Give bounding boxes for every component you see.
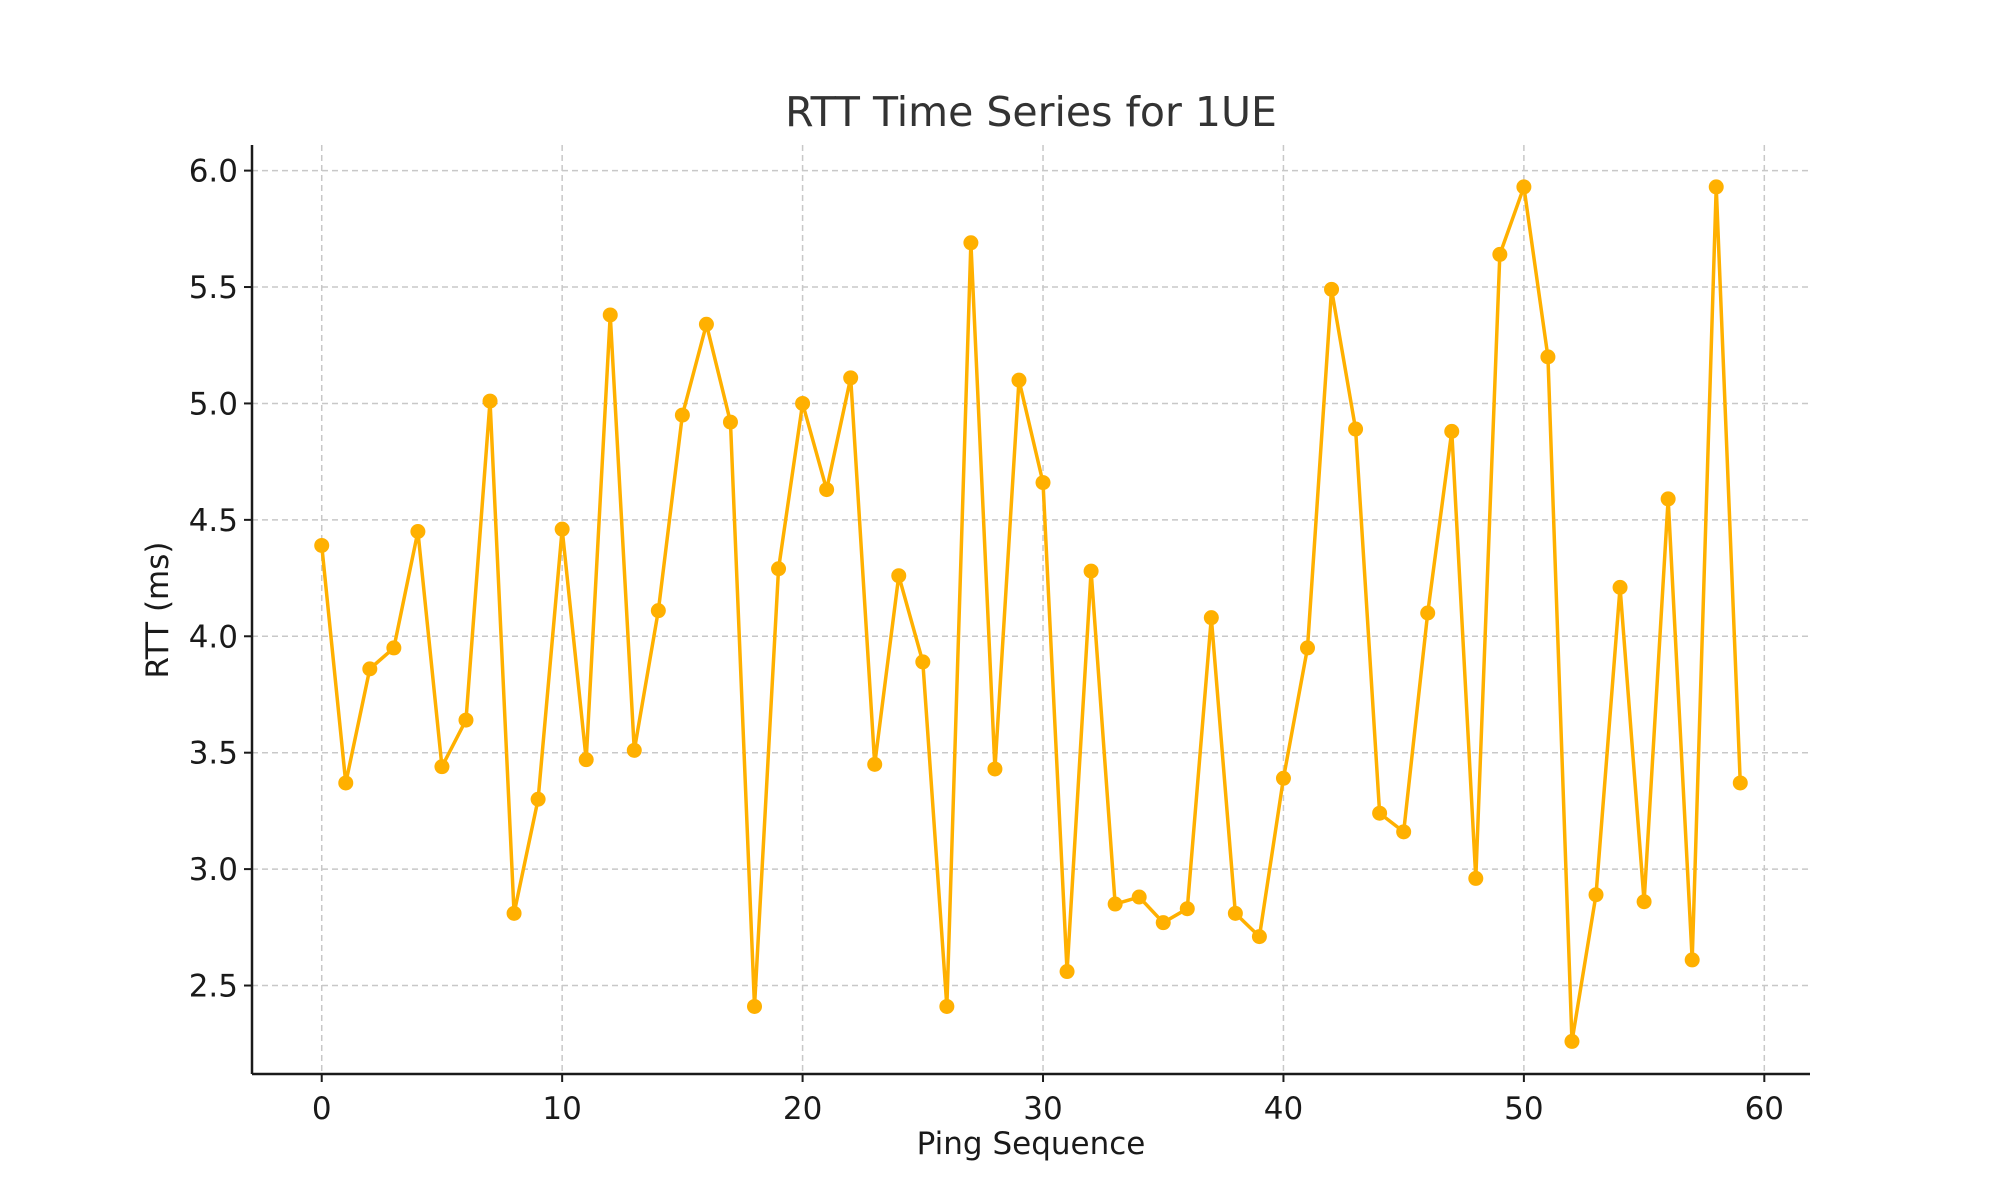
data-point-8 [506,905,522,921]
data-point-44 [1372,805,1388,821]
series-group [314,179,1748,1049]
data-point-39 [1251,929,1267,945]
x-tick-label-0: 0 [312,1091,332,1127]
data-point-23 [867,756,883,772]
data-point-46 [1420,605,1436,621]
y-tick-label-1: 3.0 [189,852,238,888]
data-point-3 [386,640,402,656]
data-point-19 [771,561,787,577]
x-tick-label-3: 30 [1023,1091,1062,1127]
data-point-14 [650,603,666,619]
data-point-13 [626,742,642,758]
data-point-11 [578,752,594,768]
data-point-28 [987,761,1003,777]
data-point-27 [963,235,979,251]
data-point-2 [362,661,378,677]
data-point-1 [338,775,354,791]
data-point-24 [891,568,907,584]
data-point-37 [1203,610,1219,626]
y-tick-label-4: 4.5 [189,503,238,539]
data-point-35 [1155,915,1171,931]
data-point-30 [1035,475,1051,491]
y-tick-label-0: 2.5 [189,969,238,1005]
axes [250,145,1810,1076]
data-point-16 [698,316,714,332]
data-point-45 [1396,824,1412,840]
data-point-33 [1107,896,1123,912]
y-axis-ticks: 2.5 3.0 3.5 4.0 4.5 5.0 5.5 6.0 [189,154,252,1005]
data-point-29 [1011,372,1027,388]
data-point-49 [1492,246,1508,262]
data-point-15 [674,407,690,423]
data-point-4 [410,524,426,540]
x-tick-label-2: 20 [783,1091,822,1127]
data-point-40 [1275,770,1291,786]
x-tick-label-6: 60 [1745,1091,1784,1127]
x-tick-label-4: 40 [1264,1091,1303,1127]
data-point-9 [530,791,546,807]
data-point-43 [1348,421,1364,437]
x-axis-ticks: 0 10 20 30 40 50 60 [312,1074,1784,1127]
y-tick-label-2: 3.5 [189,736,238,772]
y-tick-label-5: 5.0 [189,386,238,422]
data-point-47 [1444,423,1460,439]
data-point-5 [434,759,450,775]
y-tick-label-6: 5.5 [189,270,238,306]
data-point-32 [1083,563,1099,579]
y-tick-label-7: 6.0 [189,154,238,190]
data-point-50 [1516,179,1532,195]
data-point-7 [482,393,498,409]
data-point-25 [915,654,931,670]
data-point-55 [1636,894,1652,910]
y-axis-label: RTT (ms) [140,541,176,678]
data-point-42 [1324,281,1340,297]
x-tick-label-1: 10 [542,1091,581,1127]
data-point-57 [1684,952,1700,968]
data-point-31 [1059,964,1075,980]
data-point-56 [1660,491,1676,507]
data-point-12 [602,307,618,323]
data-point-41 [1299,640,1315,656]
data-point-18 [747,998,763,1014]
data-point-51 [1540,349,1556,365]
data-point-17 [722,414,738,430]
data-point-0 [314,537,330,553]
data-point-34 [1131,889,1147,905]
data-point-48 [1468,870,1484,886]
data-point-22 [843,370,859,386]
x-axis-label: Ping Sequence [917,1126,1146,1162]
data-point-58 [1708,179,1724,195]
data-point-36 [1179,901,1195,917]
x-tick-label-5: 50 [1504,1091,1543,1127]
data-point-21 [819,482,835,498]
y-tick-label-3: 4.0 [189,619,238,655]
data-point-53 [1588,887,1604,903]
data-point-6 [458,712,474,728]
data-point-38 [1227,905,1243,921]
data-point-59 [1732,775,1748,791]
data-point-20 [795,395,811,411]
data-point-26 [939,998,955,1014]
series-line-0 [319,185,1743,1044]
data-point-54 [1612,579,1628,595]
data-point-10 [554,521,570,537]
data-point-52 [1564,1033,1580,1049]
grid [252,145,1810,1074]
chart-title: RTT Time Series for 1UE [785,88,1277,136]
